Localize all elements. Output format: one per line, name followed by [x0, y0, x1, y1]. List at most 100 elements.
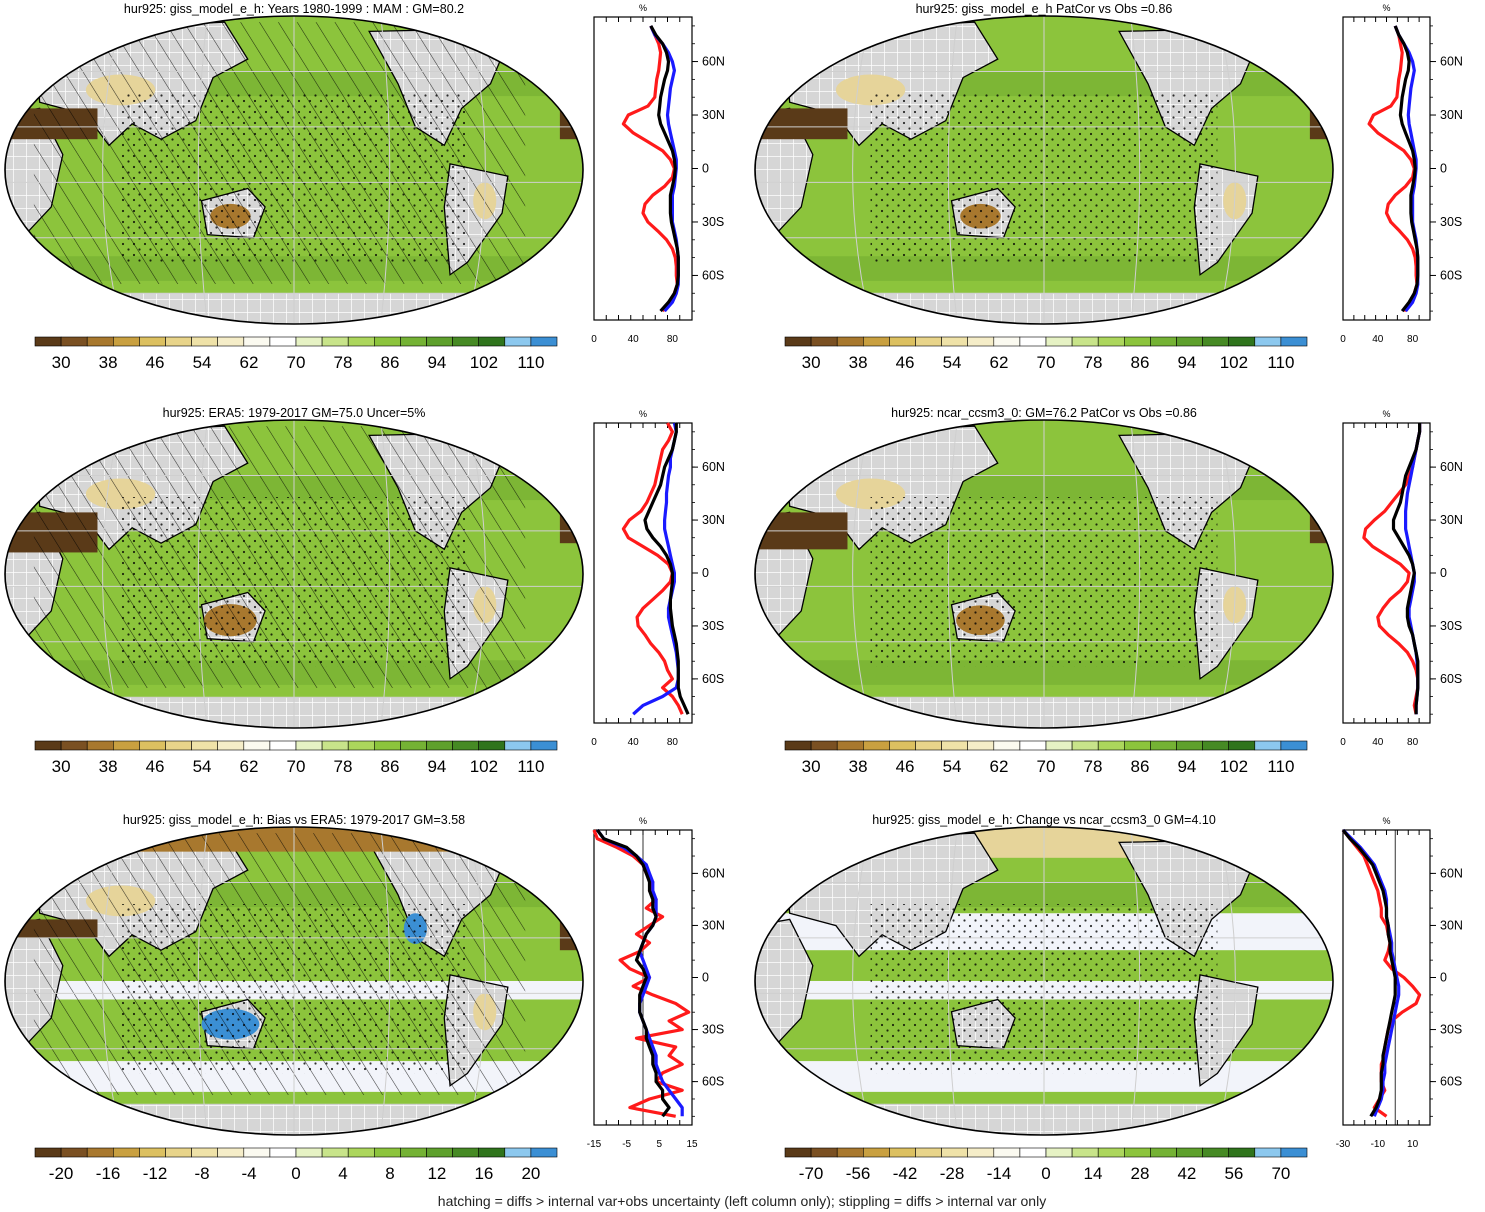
africa-landmass	[755, 918, 814, 1050]
colorbar: 30 38 46 54 62 70 78 86 94 102 110	[34, 336, 558, 372]
colorbar: 30 38 46 54 62 70 78 86 94 102 110	[784, 740, 1308, 776]
colorbar-swatch	[452, 336, 480, 347]
profile-lat-label: 30S	[702, 619, 724, 633]
graticule-meridian	[466, 420, 486, 728]
colorbar-swatch	[1228, 1147, 1256, 1158]
panel-6: hur925: giss_model_e_h: Change vs ncar_c…	[754, 813, 1463, 1183]
profile-xtick-label: 40	[628, 334, 640, 345]
colorbar-swatch	[1150, 1147, 1177, 1158]
panel-title: hur925: giss_model_e_h: Bias vs ERA5: 19…	[123, 813, 465, 827]
profile-lat-label: 30N	[702, 513, 725, 527]
map	[5, 420, 583, 728]
profile-xtick-label: 80	[1407, 334, 1419, 345]
graticule-meridian	[1130, 420, 1141, 728]
colorbar-swatch	[915, 336, 942, 347]
colorbar-swatch	[530, 336, 558, 347]
profile-unit: %	[639, 409, 647, 419]
colorbar-swatch	[295, 336, 323, 347]
profile-xtick-label: 0	[1340, 737, 1346, 748]
colorbar-swatch	[1254, 740, 1282, 751]
profile-lat-label: 60S	[702, 1075, 724, 1089]
graticule-meridian	[1216, 420, 1236, 728]
map	[755, 827, 1333, 1135]
map-border	[4, 419, 584, 729]
colorbar-swatch	[915, 740, 942, 751]
profile-xtick-label: 0	[1340, 334, 1346, 345]
profile-lat-label: 60S	[702, 268, 724, 282]
colorbar-swatch	[1071, 336, 1099, 347]
map	[755, 420, 1333, 728]
colorbar-swatch	[1150, 336, 1177, 347]
colorbar-swatch	[941, 740, 968, 751]
colorbar-label: 42	[1177, 1164, 1196, 1183]
panel-title: hur925: giss_model_e_h: Change vs ncar_c…	[872, 813, 1216, 827]
profile-lat-label: 30N	[1440, 918, 1463, 932]
colorbar-label: -56	[846, 1164, 871, 1183]
colorbar-swatch	[321, 1147, 349, 1158]
profile-xtick-label: 5	[657, 1139, 663, 1150]
colorbar-swatch	[191, 740, 219, 751]
colorbar-swatch	[530, 1147, 558, 1158]
hatching-overlay	[33, 833, 526, 1095]
colorbar-swatch	[139, 336, 166, 347]
colorbar-label: 0	[1041, 1164, 1050, 1183]
profile-lat-label: 30N	[702, 918, 725, 932]
profile-xtick-label: 80	[667, 737, 679, 748]
panel-title: hur925: giss_model_e_h PatCor vs Obs =0.…	[916, 2, 1173, 16]
colorbar-swatch	[1176, 336, 1203, 347]
profile-xtick-label: 80	[667, 334, 679, 345]
zonal-profile: % 0 40 80 60N 30N 0 30S 60S	[1340, 3, 1463, 345]
colorbar-swatch	[862, 336, 890, 347]
colorbar-label: 94	[427, 757, 446, 776]
colorbar-swatch	[269, 1147, 297, 1158]
profile-series-black	[1341, 828, 1397, 1118]
profile-lat-label: 0	[1440, 566, 1447, 580]
profile-lat-label: 60S	[1440, 672, 1462, 686]
profile-xtick-label: -10	[1371, 1139, 1386, 1150]
graticule-meridian	[102, 16, 122, 324]
colorbar-label: -8	[194, 1164, 209, 1183]
colorbar-label: 94	[1177, 353, 1196, 372]
panel-title: hur925: giss_model_e_h: Years 1980-1999 …	[124, 2, 464, 16]
colorbar-label: 78	[1084, 757, 1103, 776]
colorbar-swatch	[34, 1147, 62, 1158]
colorbar-swatch	[1019, 336, 1047, 347]
colorbar-label: 62	[240, 353, 259, 372]
map	[5, 827, 583, 1135]
colorbar-swatch	[1097, 740, 1125, 751]
colorbar-label: 70	[1037, 353, 1056, 372]
panel-1: hur925: giss_model_e_h: Years 1980-1999 …	[4, 2, 725, 372]
colorbar-swatch	[243, 740, 271, 751]
graticule-meridian	[1130, 16, 1141, 324]
colorbar-swatch	[836, 740, 864, 751]
profile-lat-label: 30S	[1440, 619, 1462, 633]
profile-xtick-label: 0	[591, 737, 597, 748]
colorbar-label: 54	[943, 353, 962, 372]
colorbar-swatch	[60, 740, 88, 751]
profile-frame	[1342, 829, 1431, 1126]
colorbar-swatch	[1124, 740, 1151, 751]
colorbar-label: -42	[893, 1164, 918, 1183]
colorbar-label: -14	[987, 1164, 1012, 1183]
colorbar-label: 110	[1267, 353, 1294, 372]
zonal-profile: % 0 40 80 60N 30N 0 30S 60S	[591, 3, 725, 345]
colorbar-swatch	[426, 740, 453, 751]
colorbar-swatch	[1019, 740, 1047, 751]
graticule-meridian	[102, 827, 122, 1135]
colorbar-label: 46	[896, 757, 915, 776]
colorbar-swatch	[1045, 1147, 1073, 1158]
colorbar-swatch	[60, 336, 88, 347]
colorbar-swatch	[269, 336, 297, 347]
colorbar-swatch	[862, 1147, 890, 1158]
colorbar-swatch	[941, 336, 968, 347]
profile-xtick-label: -15	[587, 1139, 602, 1150]
colorbar-label: 38	[99, 757, 118, 776]
profile-lat-label: 60S	[702, 672, 724, 686]
colorbar-swatch	[504, 1147, 532, 1158]
colorbar-swatch	[1019, 1147, 1047, 1158]
colorbar-swatch	[452, 740, 480, 751]
profile-lat-label: 30N	[1440, 108, 1463, 122]
profile-lat-label: 60N	[702, 866, 725, 880]
colorbar-label: -12	[143, 1164, 168, 1183]
graticule-meridian	[852, 420, 872, 728]
